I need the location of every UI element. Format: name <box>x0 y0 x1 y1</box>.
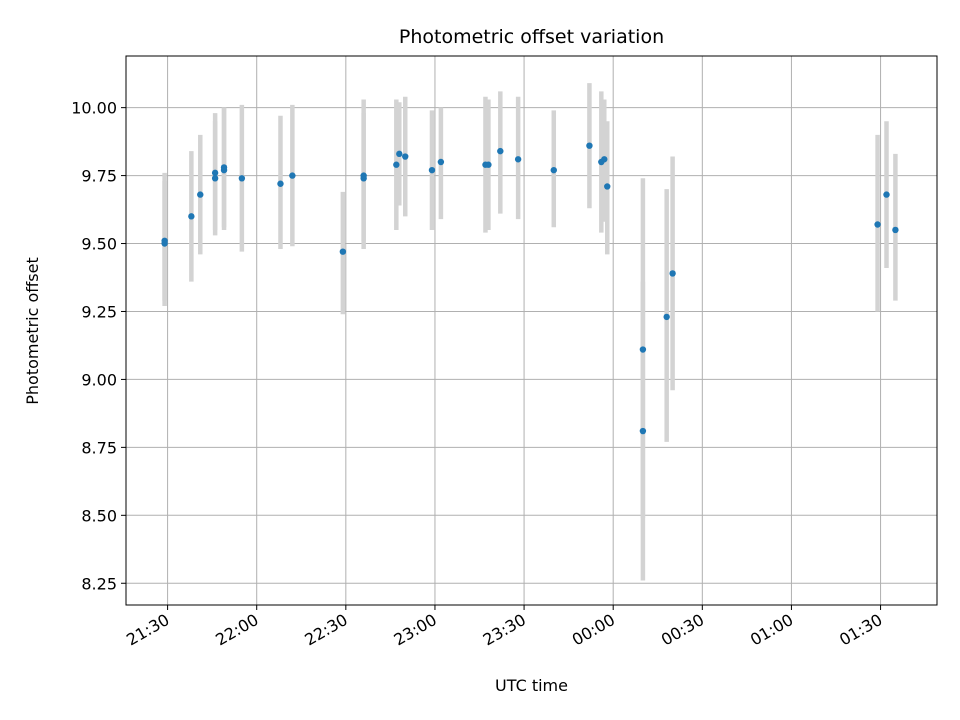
data-point <box>188 213 195 220</box>
y-tick-layer: 8.25 8.50 8.75 9.00 9.25 9.50 9.75 10.00 <box>71 99 126 593</box>
data-point <box>360 172 367 179</box>
data-point <box>639 346 647 353</box>
data-point <box>497 147 504 155</box>
data-point <box>277 180 284 187</box>
y-tick-label: 8.50 <box>81 506 117 525</box>
y-tick-label: 9.75 <box>81 167 117 186</box>
data-point <box>161 237 168 245</box>
y-tick-label: 10.00 <box>71 99 117 118</box>
data-point <box>238 175 246 182</box>
data-point <box>604 183 611 190</box>
data-point <box>892 226 899 234</box>
data-point <box>874 221 881 228</box>
grid-layer <box>126 56 937 605</box>
x-axis-title: UTC time <box>495 676 568 695</box>
data-point <box>601 156 608 163</box>
data-point <box>402 153 409 160</box>
y-tick-label: 8.75 <box>81 438 117 457</box>
y-tick-label: 9.25 <box>81 302 117 321</box>
data-point <box>289 172 296 179</box>
data-point <box>485 161 492 168</box>
y-tick-label: 9.00 <box>81 370 117 389</box>
point-layer <box>161 142 899 435</box>
y-tick-label: 8.25 <box>81 574 117 593</box>
data-point <box>396 150 403 158</box>
data-point <box>428 166 436 174</box>
y-tick-label: 9.50 <box>81 235 117 254</box>
data-point <box>339 248 347 255</box>
data-point <box>437 158 445 166</box>
chart-title: Photometric offset variation <box>399 26 664 48</box>
data-point <box>220 164 228 171</box>
data-point <box>211 169 219 177</box>
data-point <box>197 191 204 198</box>
data-point <box>586 142 593 149</box>
data-point <box>393 161 400 168</box>
plot-frame <box>125 55 938 606</box>
data-point <box>211 175 219 182</box>
data-point <box>663 313 670 321</box>
data-point <box>669 270 676 277</box>
data-point <box>550 166 557 174</box>
data-point <box>514 156 522 163</box>
y-axis-title: Photometric offset <box>23 257 42 405</box>
data-point <box>883 191 890 198</box>
data-point <box>639 427 647 435</box>
